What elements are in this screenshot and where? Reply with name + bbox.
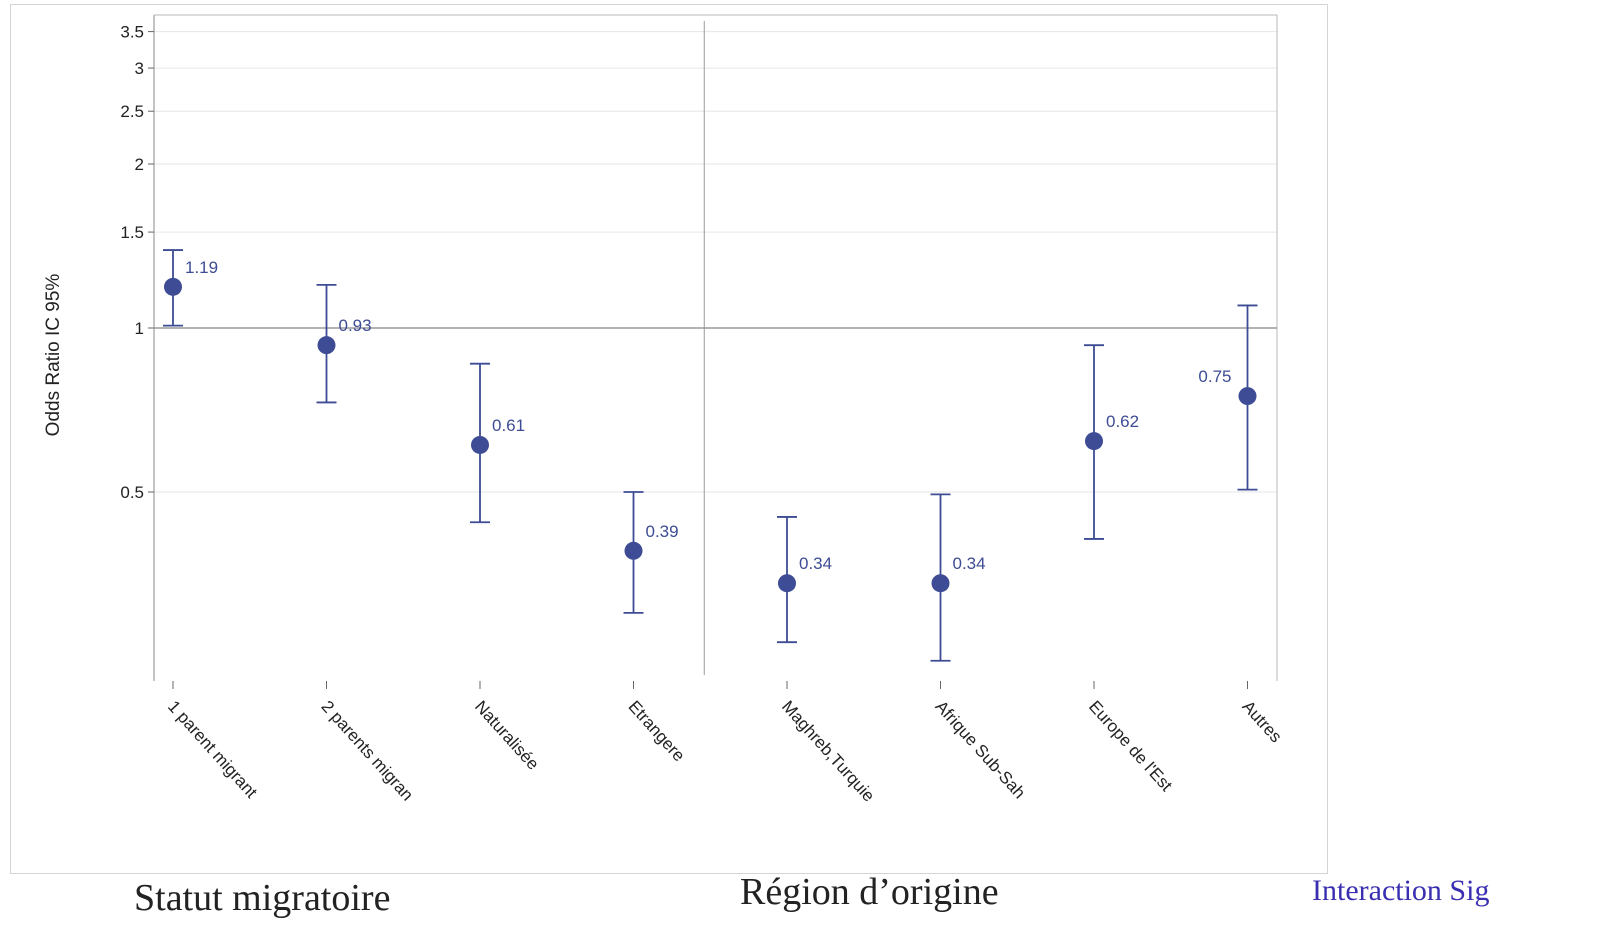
data-label: 0.39 — [646, 522, 679, 541]
group-label-region-origine: Région d’origine — [740, 871, 999, 913]
x-tick-label: 1 parent migrant — [164, 697, 261, 802]
x-tick-label: Etrangere — [625, 697, 689, 765]
data-point — [931, 574, 950, 593]
data-label: 0.61 — [492, 416, 525, 435]
data-point — [164, 277, 182, 296]
x-tick-label: Naturalisée — [471, 697, 543, 774]
data-label: 0.93 — [339, 316, 372, 335]
chart-frame: 0.5 1 1.5 2 2.5 3 3.5 Odds Ratio IC 95% 1 parent… — [10, 4, 1328, 874]
x-tick-label: Autres — [1239, 697, 1286, 746]
x-tick-label: Maghreb,Turquie — [778, 697, 878, 805]
data-label: 0.62 — [1106, 412, 1139, 431]
data-point — [624, 541, 643, 560]
interaction-note: Interaction Sig — [1312, 874, 1490, 907]
data-label: 0.34 — [799, 554, 832, 573]
y-tick-label: 1.5 — [120, 223, 144, 242]
y-tick-label: 3.5 — [120, 23, 144, 42]
y-tick-label: 2.5 — [120, 102, 144, 121]
data-label: 1.19 — [185, 258, 218, 277]
y-tick-label: 3 — [135, 59, 144, 78]
y-tick-label: 0.5 — [120, 483, 144, 502]
odds-ratio-chart: 0.5 1 1.5 2 2.5 3 3.5 Odds Ratio IC 95% 1 parent… — [43, 14, 1286, 805]
data-label: 0.34 — [953, 554, 986, 573]
data-point — [778, 574, 796, 593]
x-tick-label: Afrique Sub-Sah — [932, 697, 1030, 802]
data-point — [471, 435, 489, 454]
x-tick-label: Europe de l'Est — [1085, 697, 1176, 795]
y-axis-title: Odds Ratio IC 95% — [43, 274, 64, 437]
group-label-statut-migratoire: Statut migratoire — [134, 877, 391, 919]
x-tick-label: 2 parents migran — [318, 697, 417, 805]
data-point — [1085, 432, 1103, 451]
y-tick-label: 2 — [135, 155, 144, 174]
data-label: 0.75 — [1198, 367, 1231, 386]
data-point — [317, 336, 336, 355]
y-tick-label: 1 — [135, 319, 144, 338]
data-point — [1238, 387, 1257, 406]
